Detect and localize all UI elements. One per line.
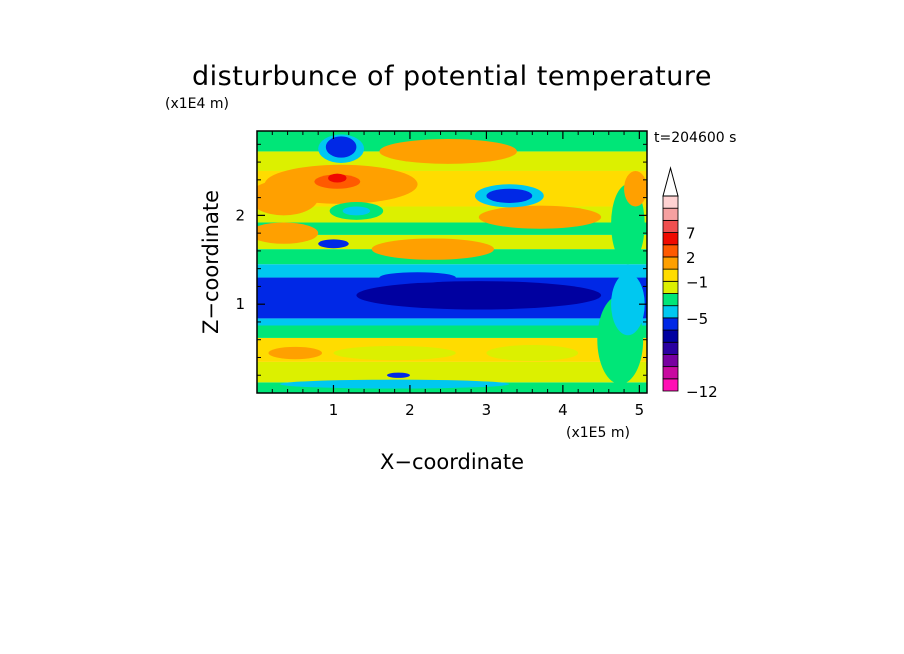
contour-blob-16 <box>379 272 456 283</box>
colorbar-swatch <box>662 195 679 209</box>
colorbar-swatch <box>662 207 679 221</box>
colorbar-extend-arrow <box>662 166 679 197</box>
colorbar-tick-label: −12 <box>686 383 718 401</box>
x-tick-label: 2 <box>405 401 415 419</box>
y-unit-label: (x1E4 m) <box>165 96 229 112</box>
colorbar: 7 2 −1 −5 −12 <box>662 166 718 401</box>
colorbar-swatch <box>662 341 679 355</box>
band-3 <box>257 325 647 338</box>
contour-blob-18 <box>486 345 579 362</box>
contour-blob-2 <box>257 179 319 216</box>
colorbar-swatch <box>662 354 679 368</box>
x-tick-label: 4 <box>558 401 568 419</box>
contour-blob-8 <box>379 138 517 164</box>
x-unit-label: (x1E5 m) <box>566 425 630 441</box>
contour-blob-5 <box>478 205 602 229</box>
colorbar-swatch <box>662 317 679 331</box>
contour-blob-19 <box>268 346 322 360</box>
plot-area <box>257 131 647 393</box>
band-4 <box>257 318 647 326</box>
colorbar-swatch <box>662 366 679 380</box>
colorbar-tick-label: 2 <box>686 249 696 267</box>
colorbar-swatch <box>662 244 679 258</box>
contour-blob-15 <box>318 239 349 249</box>
colorbar-swatch <box>662 329 679 343</box>
y-axis: 12 <box>235 143 647 376</box>
y-tick-label: 1 <box>235 295 245 313</box>
x-tick-label: 5 <box>635 401 645 419</box>
y-axis-label: Z−coordinate <box>199 190 223 334</box>
colorbar-swatch <box>662 280 679 294</box>
colorbar-swatch <box>662 219 679 233</box>
contour-blob-25 <box>387 372 410 378</box>
colorbar-tick-label: 7 <box>686 225 696 243</box>
contour-blob-0 <box>356 281 602 310</box>
x-axis: 1 2 3 4 5 <box>271 131 645 419</box>
contour-blob-14 <box>342 206 371 216</box>
y-tick-label: 2 <box>235 206 245 224</box>
colorbar-tick-label: −5 <box>686 310 708 328</box>
colorbar-tick-label: −1 <box>686 273 708 291</box>
colorbar-swatch <box>662 305 679 319</box>
x-axis-label: X−coordinate <box>380 450 524 474</box>
colorbar-swatch <box>662 256 679 270</box>
contour-blob-12 <box>486 188 533 203</box>
chart-title: disturbunce of potential temperature <box>192 61 712 92</box>
plot-frame <box>256 130 648 394</box>
colorbar-swatch <box>662 268 679 282</box>
contour-blob-7 <box>257 222 319 244</box>
contour-blob-24 <box>279 379 510 389</box>
contour-blob-6 <box>371 238 495 260</box>
colorbar-swatch <box>662 232 679 246</box>
contour-blob-10 <box>325 136 357 158</box>
colorbar-swatch <box>662 293 679 307</box>
contour-blob-4 <box>328 173 347 183</box>
contour-blob-17 <box>333 345 456 361</box>
time-label: t=204600 s <box>654 130 736 146</box>
x-tick-label: 3 <box>482 401 492 419</box>
colorbar-swatch <box>662 378 679 392</box>
contour-blob-21 <box>611 273 645 336</box>
band-6 <box>257 264 647 278</box>
x-tick-label: 1 <box>329 401 339 419</box>
contour-features <box>257 134 647 389</box>
band-1 <box>257 361 647 383</box>
contour-blob-23 <box>624 170 647 207</box>
